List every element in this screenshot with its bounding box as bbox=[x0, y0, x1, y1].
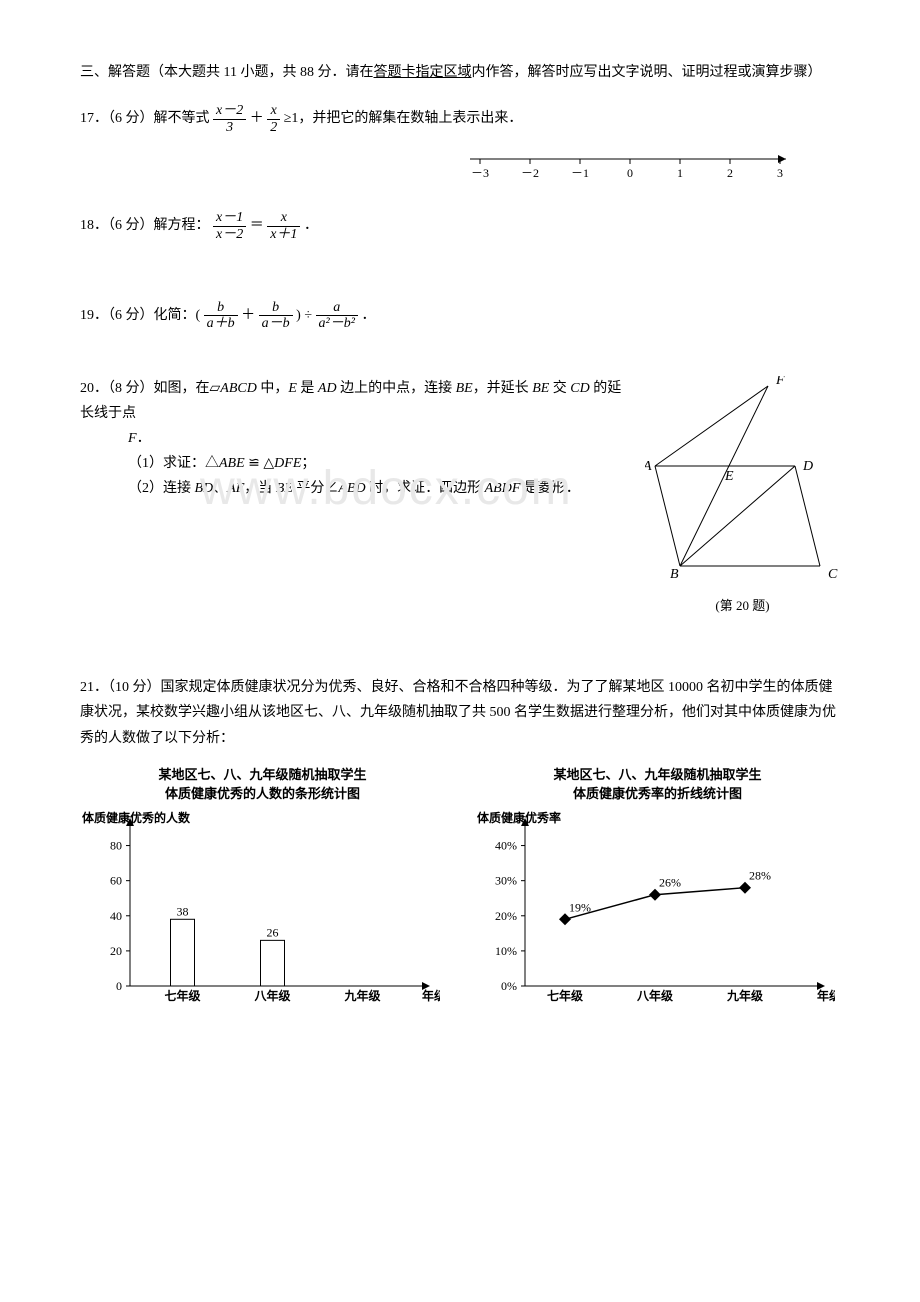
question-17: 17．（6 分）解不等式 x－23 ＋ x2 ≥1，并把它的解集在数轴上表示出来… bbox=[80, 103, 840, 135]
svg-text:年级: 年级 bbox=[422, 988, 440, 1003]
q17-mid: ＋ bbox=[250, 111, 264, 126]
q19-pts: （6 分） bbox=[108, 308, 154, 323]
q18-frac2: xx＋1 bbox=[267, 210, 300, 242]
svg-text:七年级: 七年级 bbox=[547, 988, 583, 1003]
q17-pts: （6 分） bbox=[108, 111, 154, 126]
q17-numberline-wrap: －3 －2 －1 0 1 2 3 bbox=[80, 147, 840, 192]
q17-frac1: x－23 bbox=[213, 103, 246, 135]
svg-text:20%: 20% bbox=[495, 909, 517, 923]
svg-text:20: 20 bbox=[110, 944, 122, 958]
q17-frac2: x2 bbox=[267, 103, 280, 135]
svg-text:26: 26 bbox=[267, 925, 279, 939]
q18-mid: ＝ bbox=[250, 218, 264, 233]
svg-text:30%: 30% bbox=[495, 874, 517, 888]
charts-row: 某地区七、八、九年级随机抽取学生 体质健康优秀的人数的条形统计图 体质健康优秀的… bbox=[80, 765, 840, 1019]
q19-f1: ba＋b bbox=[204, 300, 238, 332]
q20-figure-wrap: A B C D E F (第 20 题) bbox=[645, 376, 840, 618]
svg-text:80: 80 bbox=[110, 838, 122, 852]
q19-pre: 化简：( bbox=[154, 308, 201, 323]
q17-post: ≥1，并把它的解集在数轴上表示出来． bbox=[284, 111, 523, 126]
line-chart: 体质健康优秀率 0% 10% 20% 30% 40% 七年级 八年级 九年级 19% 26% 28% 年… bbox=[475, 810, 835, 1010]
question-18: 18．（6 分）解方程： x－1x－2 ＝ xx＋1 ． bbox=[80, 210, 840, 242]
svg-text:八年级: 八年级 bbox=[253, 988, 290, 1003]
svg-text:28%: 28% bbox=[749, 869, 771, 883]
svg-text:体质健康优秀的人数: 体质健康优秀的人数 bbox=[82, 810, 191, 825]
q20-num: 20． bbox=[80, 381, 108, 396]
svg-text:40: 40 bbox=[110, 909, 122, 923]
svg-text:九年级: 九年级 bbox=[343, 988, 380, 1003]
line-chart-title: 某地区七、八、九年级随机抽取学生 体质健康优秀率的折线统计图 bbox=[475, 765, 840, 804]
svg-text:40%: 40% bbox=[495, 838, 517, 852]
q19-num: 19． bbox=[80, 308, 108, 323]
svg-text:C: C bbox=[828, 567, 838, 581]
svg-text:八年级: 八年级 bbox=[636, 988, 673, 1003]
svg-text:2: 2 bbox=[727, 166, 733, 180]
q19-f3: aa²－b² bbox=[316, 300, 358, 332]
svg-text:19%: 19% bbox=[569, 900, 591, 914]
heading-mid: 答题卡指定区域 bbox=[373, 65, 471, 80]
q20-caption: (第 20 题) bbox=[645, 594, 840, 617]
heading-prefix: 三、解答题（本大题共 11 小题，共 88 分．请在 bbox=[80, 65, 373, 80]
q19-mid2: ) ÷ bbox=[296, 308, 315, 323]
question-19: 19．（6 分）化简：( ba＋b ＋ ba－b ) ÷ aa²－b² ． bbox=[80, 300, 840, 332]
heading-suffix: 内作答，解答时应写出文字说明、证明过程或演算步骤） bbox=[471, 65, 821, 80]
q21-body: 国家规定体质健康状况分为优秀、良好、合格和不合格四种等级．为了了解某地区 100… bbox=[80, 680, 836, 745]
bar-chart: 体质健康优秀的人数 0 20 40 60 80 38 七年级 26 八年级 九年级 年级 bbox=[80, 810, 440, 1010]
section-heading: 三、解答题（本大题共 11 小题，共 88 分．请在答题卡指定区域内作答，解答时… bbox=[80, 60, 840, 85]
svg-text:0: 0 bbox=[116, 979, 122, 993]
number-line: －3 －2 －1 0 1 2 3 bbox=[460, 147, 800, 183]
bar-chart-title: 某地区七、八、九年级随机抽取学生 体质健康优秀的人数的条形统计图 bbox=[80, 765, 445, 804]
svg-text:A: A bbox=[645, 459, 652, 474]
svg-text:1: 1 bbox=[677, 166, 683, 180]
q18-num: 18． bbox=[80, 218, 108, 233]
svg-text:九年级: 九年级 bbox=[726, 988, 763, 1003]
svg-text:七年级: 七年级 bbox=[164, 988, 200, 1003]
svg-text:－2: －2 bbox=[521, 166, 539, 180]
svg-text:－3: －3 bbox=[471, 166, 489, 180]
q19-post: ． bbox=[361, 308, 375, 323]
line-chart-col: 某地区七、八、九年级随机抽取学生 体质健康优秀率的折线统计图 体质健康优秀率 0%… bbox=[475, 765, 840, 1019]
question-21: 21．（10 分）国家规定体质健康状况分为优秀、良好、合格和不合格四种等级．为了… bbox=[80, 675, 840, 751]
svg-text:－1: －1 bbox=[571, 166, 589, 180]
q17-pre: 解不等式 bbox=[154, 111, 210, 126]
svg-text:26%: 26% bbox=[659, 876, 681, 890]
q18-pts: （6 分） bbox=[108, 218, 154, 233]
q21-num: 21． bbox=[80, 680, 108, 695]
q17-num: 17． bbox=[80, 111, 108, 126]
svg-text:3: 3 bbox=[777, 166, 783, 180]
q21-pts: （10 分） bbox=[108, 680, 161, 695]
q20-pts: （8 分） bbox=[108, 381, 154, 396]
q19-plus: ＋ bbox=[241, 308, 255, 323]
q20-figure: A B C D E F bbox=[645, 376, 840, 581]
q18-pre: 解方程： bbox=[154, 218, 210, 233]
svg-text:B: B bbox=[670, 567, 679, 581]
svg-text:0: 0 bbox=[627, 166, 633, 180]
svg-text:38: 38 bbox=[177, 904, 189, 918]
svg-text:10%: 10% bbox=[495, 944, 517, 958]
bar-chart-col: 某地区七、八、九年级随机抽取学生 体质健康优秀的人数的条形统计图 体质健康优秀的… bbox=[80, 765, 445, 1019]
q18-frac1: x－1x－2 bbox=[213, 210, 246, 242]
svg-text:年级: 年级 bbox=[817, 988, 835, 1003]
svg-text:体质健康优秀率: 体质健康优秀率 bbox=[477, 810, 561, 825]
svg-text:F: F bbox=[775, 376, 785, 388]
q19-f2: ba－b bbox=[259, 300, 293, 332]
svg-text:0%: 0% bbox=[501, 979, 517, 993]
svg-text:60: 60 bbox=[110, 874, 122, 888]
svg-text:D: D bbox=[802, 459, 813, 474]
q18-post: ． bbox=[304, 218, 318, 233]
svg-text:E: E bbox=[724, 469, 734, 484]
question-20: www.bdocx.com ABCDEF (第 20 题) 20．（8 分）如图… bbox=[80, 376, 840, 618]
